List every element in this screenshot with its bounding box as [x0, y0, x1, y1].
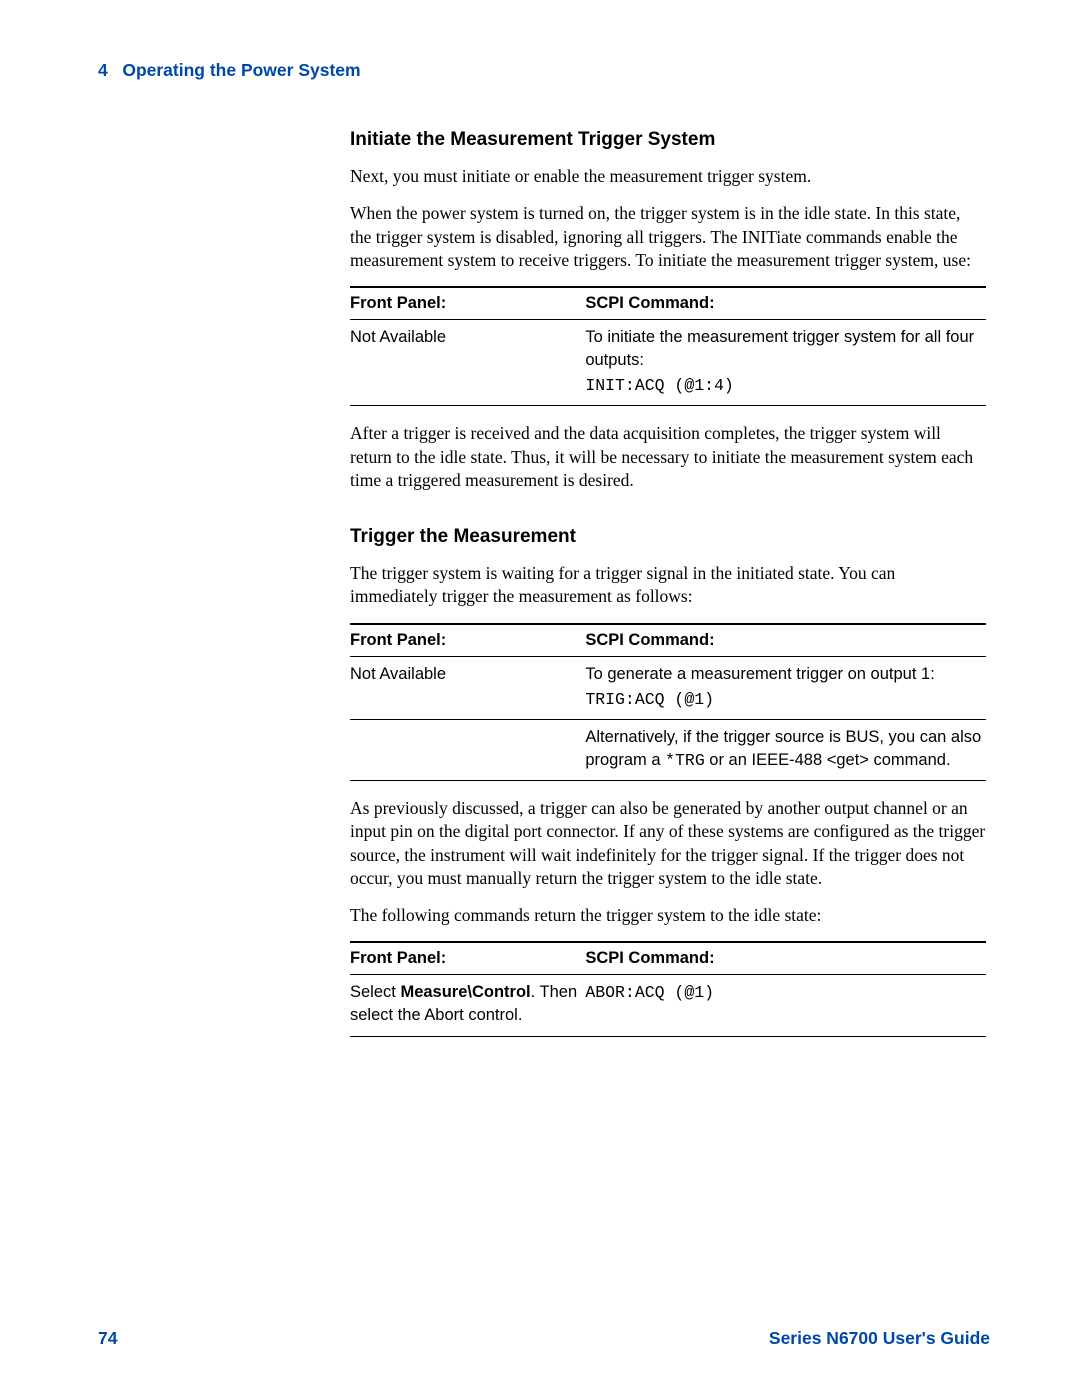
page-number: 74 [98, 1328, 117, 1349]
table-cell: To generate a measurement trigger on out… [585, 656, 986, 719]
page-footer: 74 Series N6700 User's Guide [98, 1328, 990, 1349]
table-cell-text: Select [350, 983, 400, 1001]
spacer [350, 506, 986, 526]
body-paragraph: The following commands return the trigge… [350, 904, 986, 927]
command-table-2: Front Panel: SCPI Command: Not Available… [350, 623, 986, 781]
table-header-scpi: SCPI Command: [585, 942, 986, 975]
body-paragraph: After a trigger is received and the data… [350, 422, 986, 492]
page-header: 4 Operating the Power System [98, 60, 990, 81]
table-cell-text: or an IEEE-488 <get> command. [705, 751, 951, 769]
section-heading-trigger: Trigger the Measurement [350, 526, 986, 548]
document-page: 4 Operating the Power System Initiate th… [0, 0, 1080, 1397]
table-header-front-panel: Front Panel: [350, 624, 585, 657]
chapter-title: Operating the Power System [122, 60, 360, 80]
chapter-number: 4 [98, 60, 108, 80]
command-table-1: Front Panel: SCPI Command: Not Available… [350, 286, 986, 406]
section-heading-initiate: Initiate the Measurement Trigger System [350, 129, 986, 151]
body-paragraph: When the power system is turned on, the … [350, 202, 986, 272]
body-paragraph: Next, you must initiate or enable the me… [350, 165, 986, 188]
guide-title: Series N6700 User's Guide [769, 1328, 990, 1349]
table-cell-code: INIT:ACQ (@1:4) [585, 374, 986, 397]
table-cell: Not Available [350, 656, 585, 719]
table-cell: To initiate the measurement trigger syst… [585, 320, 986, 406]
table-cell: Not Available [350, 320, 585, 406]
table-cell: Select Measure\Control. Then select the … [350, 975, 585, 1036]
table-cell-code: ABOR:ACQ (@1) [585, 983, 714, 1002]
table-cell-code: *TRG [665, 751, 705, 770]
main-content: Initiate the Measurement Trigger System … [350, 129, 986, 1037]
table-cell-text: To generate a measurement trigger on out… [585, 663, 986, 686]
table-header-scpi: SCPI Command: [585, 624, 986, 657]
table-cell: Alternatively, if the trigger source is … [585, 719, 986, 780]
table-header-front-panel: Front Panel: [350, 942, 585, 975]
table-cell-bold: Measure\Control [400, 983, 530, 1001]
body-paragraph: The trigger system is waiting for a trig… [350, 562, 986, 609]
table-cell-empty [350, 719, 585, 780]
command-table-3: Front Panel: SCPI Command: Select Measur… [350, 941, 986, 1036]
table-header-scpi: SCPI Command: [585, 287, 986, 320]
table-cell-code: TRIG:ACQ (@1) [585, 688, 986, 711]
table-cell: ABOR:ACQ (@1) [585, 975, 986, 1036]
table-cell-text: To initiate the measurement trigger syst… [585, 326, 986, 372]
body-paragraph: As previously discussed, a trigger can a… [350, 797, 986, 890]
table-header-front-panel: Front Panel: [350, 287, 585, 320]
